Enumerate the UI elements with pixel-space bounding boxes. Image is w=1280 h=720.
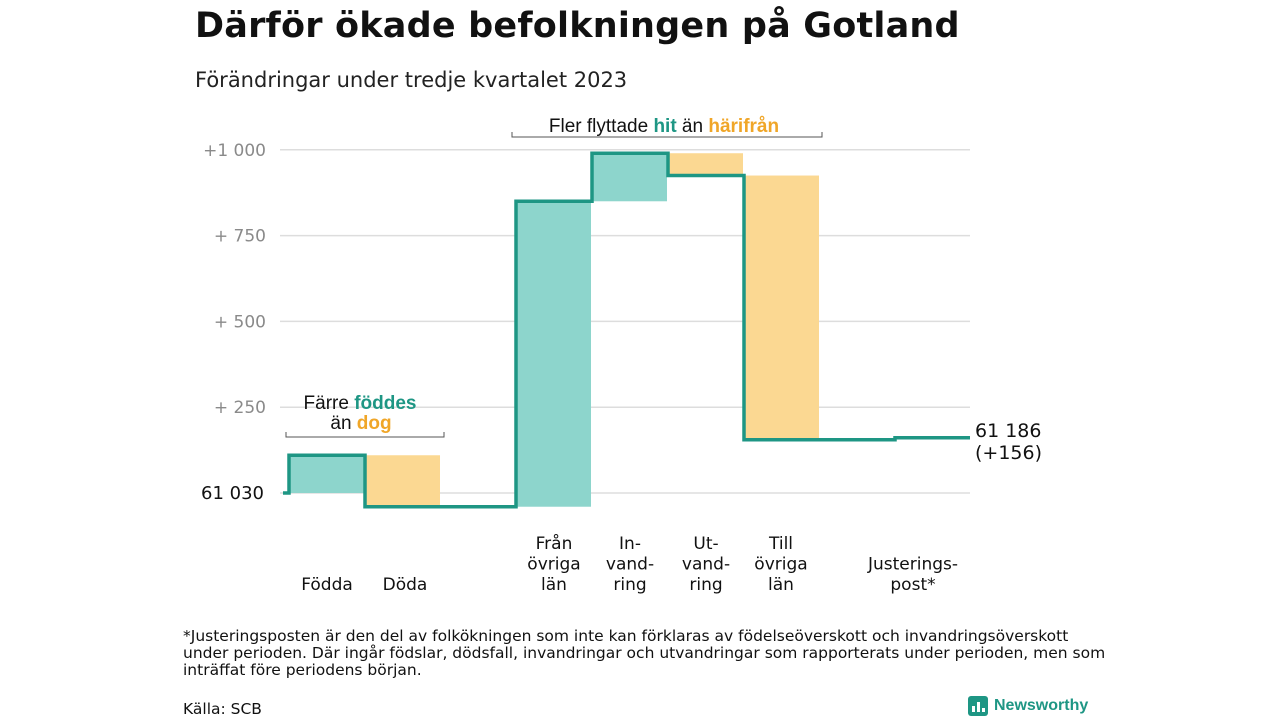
step-line [283,151,970,509]
x-tick-label: In- [619,534,641,554]
x-tick-label: vand- [606,555,654,575]
x-tick-label: län [768,575,794,595]
births-annotation: Färre föddes än dog [285,393,445,438]
newsworthy-logo-icon [968,696,988,716]
chart-subtitle: Förändringar under tredje kvartalet 2023 [195,68,628,92]
x-tick-label: Ut- [693,534,718,554]
footnote: *Justeringsposten är den del av folkökni… [183,627,1106,679]
y-tick-label: + 500 [214,312,266,332]
x-tick-label: övriga [527,555,580,575]
migration-bracket [511,132,823,138]
chart-title: Därför ökade befolkningen på Gotland [195,6,960,46]
bars [289,153,819,507]
base-value-label: 61 030 [201,483,264,504]
x-tick-label: post* [890,575,935,595]
births-bracket [285,432,445,438]
x-tick-label: Från [536,533,573,554]
end-value-line2: (+156) [975,442,1042,464]
x-axis-labels: Födda DödaFrånövrigalänIn-vand-ringUt-van… [301,533,958,595]
migration-annotation-text: Fler flyttade hit än härifrån [549,116,779,137]
x-tick-label: Döda [383,575,428,595]
x-tick-label: ring [613,575,646,595]
start-value-label: 61 030 [201,483,264,504]
brand-logo: Newsworthy [968,696,1088,716]
bar [365,455,440,507]
y-tick-label: + 250 [214,398,266,418]
brand-name: Newsworthy [994,697,1089,714]
births-annotation-line1: Färre föddes [304,393,417,414]
bar [668,153,743,176]
bar [592,153,667,202]
y-axis-ticks: + 250 + 500 + 750 +1 000 [203,141,266,418]
births-annotation-line2: än dog [330,413,391,434]
x-tick-label: Födda [301,575,353,595]
bar [744,175,819,440]
waterfall-chart: + 250+ 500+ 750+1 000 Födda DödaFrånövrig… [201,116,1042,595]
source-label: Källa: SCB [183,700,262,718]
x-tick-label: vand- [682,555,730,575]
end-value-label: 61 186 (+156) [975,420,1042,464]
end-value-line1: 61 186 [975,420,1041,442]
x-tick-label: Till [768,534,793,554]
cumulative-step-line [283,151,970,509]
y-tick-label: + 750 [214,227,266,247]
x-tick-label: Justerings- [867,555,958,575]
migration-annotation: Fler flyttade hit än härifrån [511,116,823,138]
x-tick-label: län [541,575,567,595]
y-tick-label: +1 000 [203,141,266,161]
bar [289,455,364,493]
x-tick-label: övriga [754,555,807,575]
x-tick-label: ring [689,575,722,595]
bar [516,201,591,507]
